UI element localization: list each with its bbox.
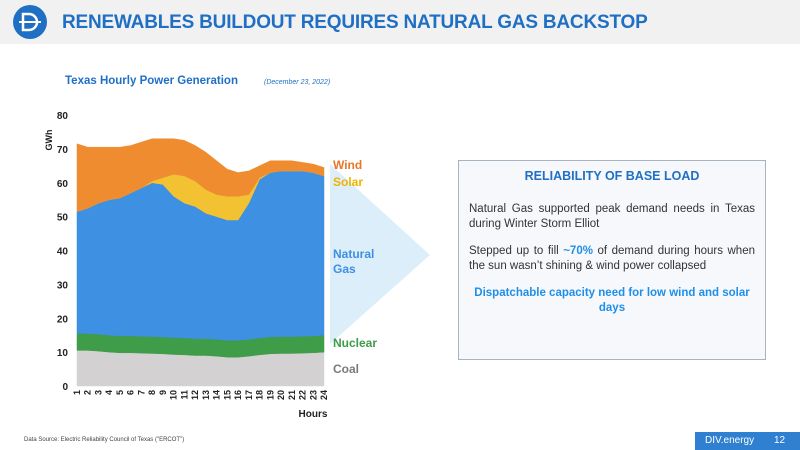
x-tick-label: 4 — [104, 390, 114, 395]
header-title: RENEWABLES BUILDOUT REQUIRES NATURAL GAS… — [62, 12, 648, 33]
y-tick-label: 10 — [57, 348, 69, 359]
y-axis-label: GWh — [44, 130, 54, 151]
chart: Texas Hourly Power Generation (December … — [44, 75, 430, 420]
x-tick-label: 24 — [319, 390, 329, 400]
chart-subtitle: (December 23, 2022) — [264, 79, 330, 86]
x-axis-label: Hours — [299, 409, 328, 420]
x-tick-label: 23 — [308, 390, 318, 400]
x-tick-label: 18 — [255, 390, 265, 400]
x-tick-label: 13 — [201, 390, 211, 400]
x-tick-label: 19 — [265, 390, 275, 400]
x-tick-label: 9 — [158, 390, 168, 395]
x-tick-label: 17 — [244, 390, 254, 400]
y-tick-label: 0 — [62, 382, 68, 393]
source-note: Data Source: Electric Reliability Counci… — [24, 437, 185, 443]
x-tick-label: 6 — [126, 390, 136, 395]
legend-label: Nuclear — [333, 336, 378, 350]
legend-label: Coal — [333, 362, 360, 376]
x-tick-label: 22 — [298, 390, 308, 400]
legend-label: Natural Gas — [333, 247, 375, 276]
x-tick-label: 3 — [93, 390, 103, 395]
box-conclusion: Dispatchable capacity need for low wind … — [474, 287, 750, 314]
x-tick-label: 12 — [190, 390, 200, 400]
x-tick-label: 8 — [147, 390, 157, 395]
y-tick-label: 40 — [57, 247, 69, 258]
y-tick-label: 80 — [57, 111, 69, 122]
info-box: RELIABILITY OF BASE LOAD Natural Gas sup… — [458, 160, 766, 360]
x-tick-label: 1 — [72, 390, 82, 395]
box-paragraph: Stepped up to fill ~70% of demand during… — [469, 244, 755, 274]
brand: DIV.energy — [705, 435, 755, 446]
x-tick-label: 14 — [212, 390, 222, 400]
area — [76, 350, 325, 387]
area — [76, 138, 325, 212]
x-tick-label: 5 — [115, 390, 125, 395]
legend-label: Solar — [333, 175, 364, 189]
highlight: ~70% — [563, 245, 593, 257]
x-tick-label: 10 — [169, 390, 179, 400]
legend-label: Wind — [333, 158, 363, 172]
y-tick-label: 20 — [57, 314, 69, 325]
text: of demand during hours when the sun wasn… — [469, 245, 755, 272]
y-tick-label: 70 — [57, 145, 69, 156]
x-tick-label: 21 — [287, 390, 297, 400]
box-title: RELIABILITY OF BASE LOAD — [524, 169, 700, 183]
arrow — [330, 164, 430, 344]
chart-title: Texas Hourly Power Generation — [65, 75, 238, 87]
x-tick-label: 2 — [83, 390, 93, 395]
y-tick-label: 50 — [57, 213, 69, 224]
x-tick-label: 15 — [222, 390, 232, 400]
logo — [13, 5, 47, 39]
footer-bar: DIV.energy 12 — [695, 432, 800, 450]
text: Stepped up to fill — [469, 245, 564, 257]
x-tick-label: 20 — [276, 390, 286, 400]
box-paragraph: Natural Gas supported peak demand needs … — [469, 203, 755, 230]
y-tick-label: 60 — [57, 179, 69, 190]
x-tick-label: 16 — [233, 390, 243, 400]
y-tick-label: 30 — [57, 280, 69, 291]
page-number: 12 — [774, 435, 786, 446]
header: RENEWABLES BUILDOUT REQUIRES NATURAL GAS… — [0, 0, 800, 44]
x-tick-label: 11 — [179, 390, 189, 400]
x-tick-label: 7 — [136, 390, 146, 395]
